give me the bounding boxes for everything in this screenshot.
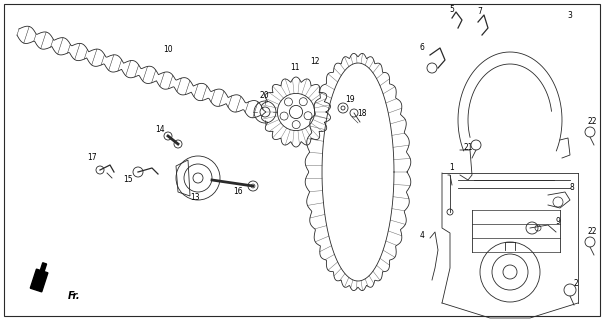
Text: 12: 12 [310, 58, 320, 67]
Text: 7: 7 [478, 7, 483, 17]
Text: 11: 11 [291, 63, 300, 73]
Text: 19: 19 [345, 95, 355, 105]
Text: 9: 9 [556, 218, 561, 227]
Text: 4: 4 [420, 230, 425, 239]
Text: 16: 16 [233, 188, 243, 196]
Text: 5: 5 [449, 5, 454, 14]
Polygon shape [30, 263, 48, 292]
Text: 1: 1 [449, 164, 454, 172]
Text: 6: 6 [420, 44, 425, 52]
Text: 14: 14 [155, 125, 165, 134]
Text: 3: 3 [568, 11, 573, 20]
Text: 10: 10 [163, 45, 173, 54]
Text: 17: 17 [87, 154, 97, 163]
Text: Fr.: Fr. [68, 291, 80, 301]
Text: 13: 13 [190, 194, 200, 203]
Text: 2: 2 [574, 279, 579, 289]
Text: 8: 8 [570, 183, 574, 193]
Text: 22: 22 [587, 117, 597, 126]
Text: 15: 15 [123, 175, 133, 185]
Text: 18: 18 [357, 108, 367, 117]
Text: 22: 22 [587, 228, 597, 236]
Text: 20: 20 [259, 92, 269, 100]
Text: 21: 21 [463, 143, 473, 153]
